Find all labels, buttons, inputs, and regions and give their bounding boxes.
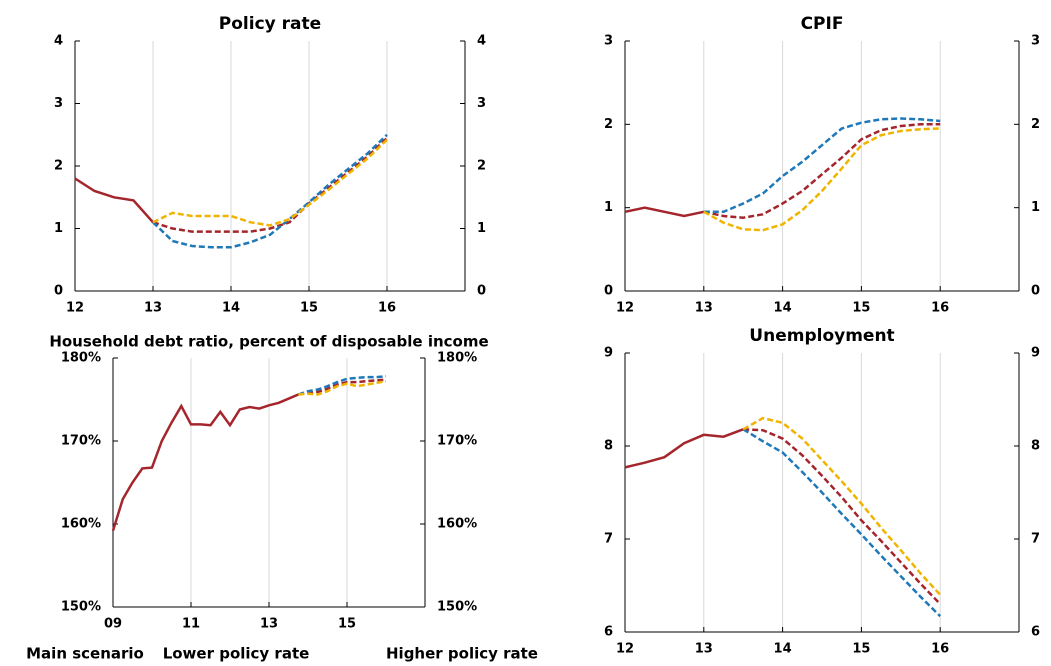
series-line xyxy=(743,428,942,605)
y-tick-label: 160% xyxy=(61,517,101,532)
x-tick-label: 15 xyxy=(852,642,870,657)
series-line xyxy=(742,416,942,596)
chart-title: Policy rate xyxy=(219,14,321,34)
x-tick-label: 12 xyxy=(616,642,634,657)
y-tick-label: 1 xyxy=(54,221,63,236)
y2-tick-label: 4 xyxy=(477,34,486,49)
y2-tick-label: 2 xyxy=(477,159,486,174)
chart-title: CPIF xyxy=(801,14,844,34)
x-tick-label: 16 xyxy=(931,642,949,657)
y-tick-label: 0 xyxy=(54,284,63,299)
y-tick-label: 170% xyxy=(61,434,101,449)
y-tick-label: 2 xyxy=(54,159,63,174)
y-tick-label: 180% xyxy=(61,351,101,366)
x-tick-label: 13 xyxy=(695,642,713,657)
x-tick-label: 09 xyxy=(104,617,122,632)
x-tick-label: 16 xyxy=(931,301,949,316)
y2-tick-label: 9 xyxy=(1031,346,1040,361)
x-tick-label: 12 xyxy=(616,301,634,316)
legend-entry: Main scenario xyxy=(26,645,144,663)
y2-tick-label: 160% xyxy=(437,517,477,532)
y-tick-label: 2 xyxy=(604,117,613,132)
y2-tick-label: 170% xyxy=(437,434,477,449)
y-tick-label: 4 xyxy=(54,34,63,49)
chart-title: Household debt ratio, percent of disposa… xyxy=(49,333,488,351)
x-tick-label: 12 xyxy=(66,301,84,316)
series-line xyxy=(74,177,154,224)
x-tick-label: 15 xyxy=(338,617,356,632)
y2-tick-label: 1 xyxy=(1031,200,1040,215)
y2-tick-label: 7 xyxy=(1031,532,1040,547)
y2-tick-label: 150% xyxy=(437,600,477,615)
x-tick-label: 11 xyxy=(182,617,200,632)
y-tick-label: 3 xyxy=(54,96,63,111)
series-line xyxy=(624,428,744,469)
x-tick-label: 13 xyxy=(260,617,278,632)
series-line xyxy=(298,378,387,396)
x-tick-label: 16 xyxy=(378,301,396,316)
y-tick-label: 6 xyxy=(604,625,613,640)
series-line xyxy=(703,117,941,214)
legend-entry: Higher policy rate xyxy=(386,645,538,663)
x-tick-label: 15 xyxy=(300,301,318,316)
series-line xyxy=(152,136,388,233)
x-tick-label: 15 xyxy=(852,301,870,316)
y-tick-label: 7 xyxy=(604,532,613,547)
series-line xyxy=(111,393,299,531)
series-line xyxy=(152,138,388,227)
x-tick-label: 13 xyxy=(695,301,713,316)
series-line xyxy=(297,375,387,396)
y2-tick-label: 3 xyxy=(1031,34,1040,49)
y-tick-label: 3 xyxy=(604,34,613,49)
series-line xyxy=(298,379,387,396)
series-line xyxy=(703,127,941,232)
y2-tick-label: 3 xyxy=(477,96,486,111)
y2-tick-label: 6 xyxy=(1031,625,1040,640)
y-tick-label: 0 xyxy=(604,284,613,299)
y-tick-label: 1 xyxy=(604,200,613,215)
series-line xyxy=(742,428,942,618)
x-tick-label: 14 xyxy=(774,642,792,657)
y2-tick-label: 0 xyxy=(1031,284,1040,299)
x-tick-label: 14 xyxy=(222,301,240,316)
series-line xyxy=(624,206,705,218)
y2-tick-label: 8 xyxy=(1031,439,1040,454)
y2-tick-label: 0 xyxy=(477,284,486,299)
y2-tick-label: 2 xyxy=(1031,117,1040,132)
y-tick-label: 8 xyxy=(604,439,613,454)
series-line xyxy=(152,133,388,249)
series-line xyxy=(703,123,941,219)
y-tick-label: 9 xyxy=(604,346,613,361)
x-tick-label: 14 xyxy=(774,301,792,316)
y2-tick-label: 1 xyxy=(477,221,486,236)
y-tick-label: 150% xyxy=(61,600,101,615)
legend-entry: Lower policy rate xyxy=(163,645,310,663)
x-tick-label: 13 xyxy=(144,301,162,316)
chart-title: Unemployment xyxy=(749,326,894,346)
y2-tick-label: 180% xyxy=(437,351,477,366)
